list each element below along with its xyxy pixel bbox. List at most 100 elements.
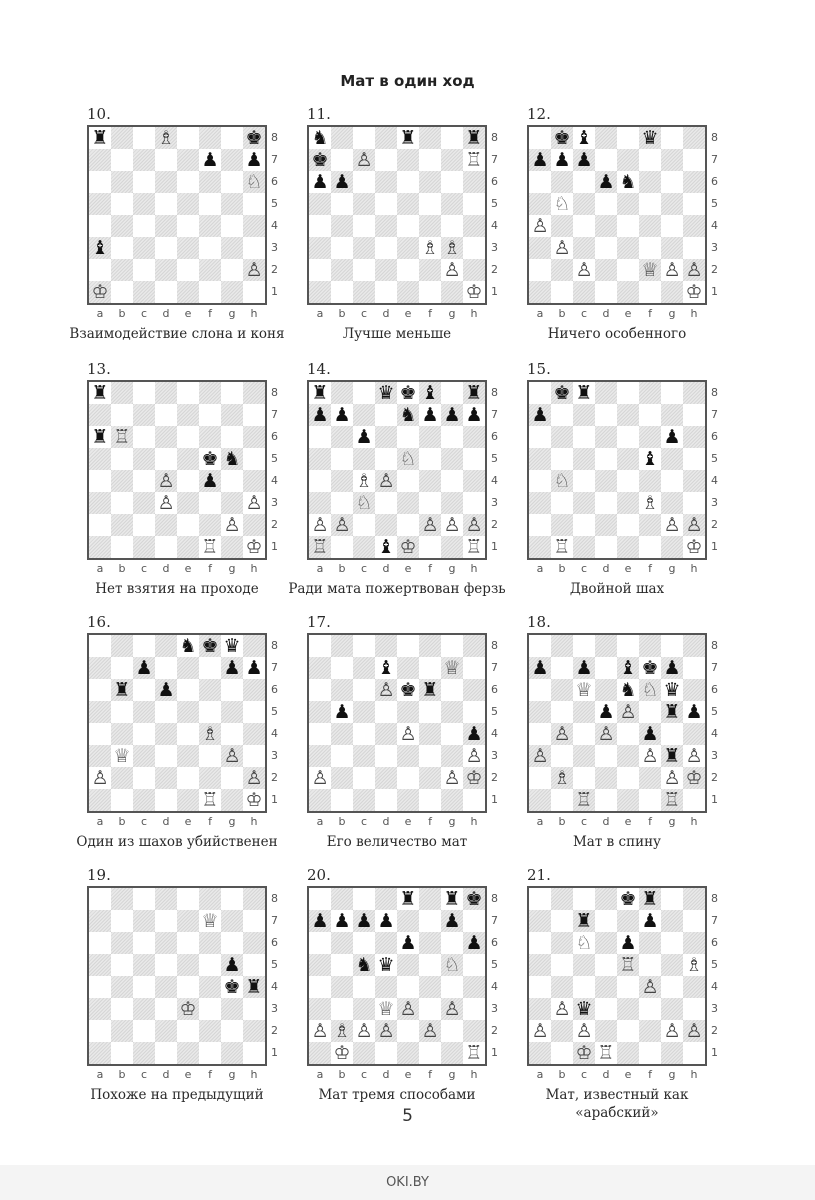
board-square <box>89 888 111 910</box>
puzzle-number: 18. <box>527 613 551 631</box>
black-queen-icon: ♛ <box>663 679 681 701</box>
board-square <box>243 998 265 1020</box>
rank-label: 6 <box>491 683 498 696</box>
rank-label: 4 <box>491 219 498 232</box>
board-square: ♔ <box>573 1042 595 1064</box>
board-square <box>199 1020 221 1042</box>
board-square <box>595 954 617 976</box>
rank-label: 1 <box>271 793 278 806</box>
board-square <box>111 514 133 536</box>
board-square <box>199 701 221 723</box>
rank-label: 2 <box>491 518 498 531</box>
board-square: ♙ <box>661 259 683 281</box>
board-square <box>595 215 617 237</box>
board-square <box>375 635 397 657</box>
board-square: ♙ <box>441 259 463 281</box>
board-square <box>199 127 221 149</box>
board-square: ♜ <box>573 910 595 932</box>
board-square <box>89 448 111 470</box>
board-square <box>133 382 155 404</box>
board-square: ♟ <box>441 404 463 426</box>
board-square <box>243 745 265 767</box>
board-square <box>529 701 551 723</box>
board-square <box>573 888 595 910</box>
board-square: ♙ <box>639 976 661 998</box>
board-square <box>133 998 155 1020</box>
white-knight-icon: ♘ <box>355 492 373 514</box>
white-rook-icon: ♖ <box>619 954 637 976</box>
rank-label: 8 <box>711 639 718 652</box>
board-square <box>199 679 221 701</box>
white-king-icon: ♔ <box>399 536 417 558</box>
file-label: e <box>404 815 412 828</box>
board-square: ♔ <box>89 281 111 303</box>
white-king-icon: ♔ <box>465 767 483 789</box>
board-square <box>529 723 551 745</box>
chess-puzzle: 17. ♝ ♕ ♙ ♚ ♜ ♟ ♙ ♟ ♙ ♙ ♙ ♔ 8 7 6 5 4 3 2 1 a b c d e f g h Его велич… <box>307 613 507 883</box>
board-square <box>155 1020 177 1042</box>
puzzle-number: 20. <box>307 866 331 884</box>
chess-board: ♚ ♝ ♛ ♟ ♟ ♟ ♟ ♞ ♘ ♙ ♙ ♙ ♕ ♙ ♙ ♔ <box>527 125 707 305</box>
chess-board: ♜ ♛ ♚ ♝ ♜ ♟ ♟ ♞ ♟ ♟ ♟ ♟ ♘ ♗ ♙ ♘ ♙ ♙ ♙ ♙ ♙ ♖ ♝ ♔ ♖ <box>307 380 487 560</box>
board-square <box>111 215 133 237</box>
file-label: b <box>338 307 346 320</box>
black-pawn-icon: ♟ <box>641 723 659 745</box>
board-square <box>89 149 111 171</box>
board-square: ♖ <box>617 954 639 976</box>
board-square <box>199 215 221 237</box>
board-square: ♕ <box>375 998 397 1020</box>
board-square: ♗ <box>551 767 573 789</box>
board-square <box>639 149 661 171</box>
black-pawn-icon: ♟ <box>355 910 373 932</box>
board-square: ♘ <box>551 470 573 492</box>
board-square <box>353 281 375 303</box>
rank-label: 4 <box>711 474 718 487</box>
board-square <box>331 635 353 657</box>
board-square <box>595 767 617 789</box>
board-square <box>309 954 331 976</box>
rank-label: 4 <box>271 980 278 993</box>
board-square <box>595 1020 617 1042</box>
board-square: ♟ <box>419 404 441 426</box>
board-square <box>353 193 375 215</box>
rank-label: 3 <box>491 496 498 509</box>
board-square <box>683 1042 705 1064</box>
board-square: ♚ <box>199 635 221 657</box>
puzzle-number: 16. <box>87 613 111 631</box>
board-square: ♟ <box>353 910 375 932</box>
board-square <box>199 1042 221 1064</box>
board-square: ♜ <box>639 888 661 910</box>
puzzle-number: 17. <box>307 613 331 631</box>
rank-label: 7 <box>491 153 498 166</box>
chess-puzzle: 12. ♚ ♝ ♛ ♟ ♟ ♟ ♟ ♞ ♘ ♙ ♙ ♙ ♕ ♙ ♙ ♔ 8 7 6 5 4 3 2 1 a b c d e f g h Ничег… <box>527 105 727 375</box>
rank-label: 5 <box>491 452 498 465</box>
board-square <box>353 701 375 723</box>
white-king-icon: ♔ <box>685 536 703 558</box>
board-square: ♙ <box>529 745 551 767</box>
board-square: ♜ <box>463 127 485 149</box>
file-label: d <box>162 562 170 575</box>
board-square <box>551 745 573 767</box>
black-bishop-icon: ♝ <box>421 382 439 404</box>
board-square: ♝ <box>573 127 595 149</box>
file-label: b <box>558 307 566 320</box>
board-square <box>551 789 573 811</box>
board-square <box>551 171 573 193</box>
board-square <box>89 215 111 237</box>
white-queen-icon: ♕ <box>201 910 219 932</box>
board-square <box>133 127 155 149</box>
board-square <box>419 657 441 679</box>
board-square: ♙ <box>661 514 683 536</box>
black-pawn-icon: ♟ <box>553 149 571 171</box>
board-square <box>177 215 199 237</box>
black-pawn-icon: ♟ <box>465 932 483 954</box>
board-square <box>661 127 683 149</box>
board-square <box>595 281 617 303</box>
board-square <box>419 723 441 745</box>
board-square <box>243 910 265 932</box>
board-square: ♛ <box>661 679 683 701</box>
board-square: ♟ <box>573 657 595 679</box>
rank-labels: 8 7 6 5 4 3 2 1 <box>271 888 283 1064</box>
white-pawn-icon: ♙ <box>465 514 483 536</box>
white-pawn-icon: ♙ <box>377 1020 395 1042</box>
